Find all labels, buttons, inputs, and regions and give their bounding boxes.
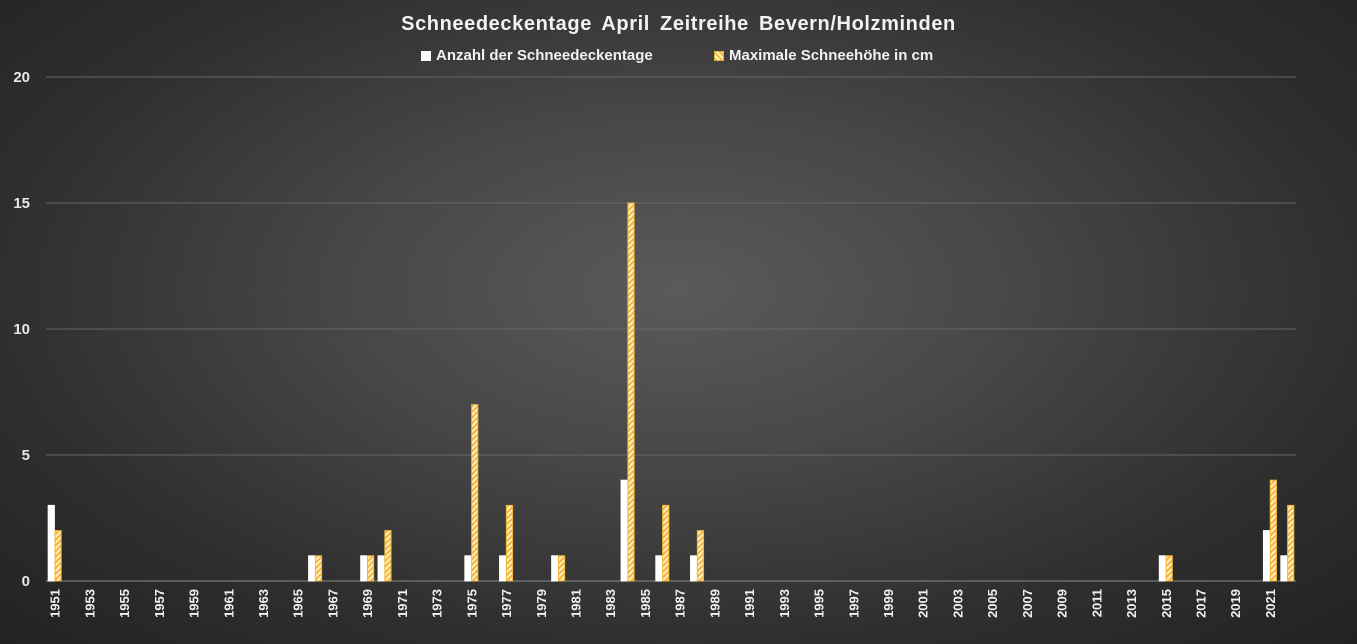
x-tick-label: 1975 (464, 589, 479, 618)
x-tick-label: 1961 (221, 589, 236, 618)
bar-schneedeckentage (620, 479, 628, 582)
y-tick-label: 20 (13, 69, 30, 86)
x-tick-label: 2019 (1228, 589, 1243, 618)
bar-schneehoehe (314, 555, 323, 582)
x-tick-label: 1989 (707, 589, 722, 618)
bar-schneehoehe (384, 530, 392, 582)
x-tick-label: 1957 (152, 589, 167, 618)
x-tick-label: 1963 (256, 589, 271, 618)
bar-schneedeckentage (308, 555, 316, 582)
x-tick-label: 1995 (812, 589, 827, 618)
x-tick-label: 1993 (777, 589, 792, 618)
bar-schneehoehe (366, 555, 375, 582)
y-tick-label: 15 (13, 195, 30, 212)
bars (47, 202, 1295, 582)
legend-swatch-yellow (714, 50, 724, 61)
bar-schneedeckentage (1280, 555, 1288, 582)
x-tick-label: 1985 (638, 589, 653, 618)
x-tick-label: 1983 (603, 589, 618, 618)
bar-schneedeckentage (47, 504, 55, 582)
x-tick-label: 1979 (534, 589, 549, 618)
x-tick-label: 1981 (569, 589, 584, 618)
bar-schneehoehe (1287, 504, 1295, 582)
chart-title: Schneedeckentage April Zeitreihe Bevern/… (401, 13, 956, 35)
legend-item-schneedeckentage: Anzahl der Schneedeckentage (421, 47, 653, 64)
x-tick-label: 2001 (916, 589, 931, 618)
legend-label: Maximale Schneehöhe in cm (729, 47, 934, 64)
gridlines (46, 76, 1296, 582)
bar-schneehoehe (505, 504, 514, 582)
bar-schneehoehe (662, 504, 670, 582)
x-tick-label: 1973 (430, 589, 445, 618)
legend-label: Anzahl der Schneedeckentage (436, 47, 653, 64)
x-tick-label: 2009 (1055, 589, 1070, 618)
x-tick-label: 1955 (117, 589, 132, 618)
x-tick-label: 2005 (985, 589, 1000, 618)
bar-schneedeckentage (551, 555, 559, 582)
bar-schneehoehe (471, 404, 479, 582)
y-tick-label: 10 (13, 321, 30, 338)
bar-schneedeckentage (1158, 555, 1166, 582)
bar-schneehoehe (696, 530, 705, 582)
legend: Anzahl der Schneedeckentage Maximale Sch… (0, 47, 1357, 67)
x-tick-label: 1959 (187, 589, 202, 618)
bar-schneehoehe (557, 555, 566, 582)
bar-schneehoehe (627, 202, 635, 582)
bar-schneedeckentage (377, 555, 385, 582)
bar-schneehoehe (1269, 479, 1277, 582)
legend-item-schneehoehe: Maximale Schneehöhe in cm (714, 47, 933, 64)
legend-swatch-white (421, 50, 431, 61)
x-tick-label: 1997 (846, 589, 861, 618)
x-tick-label: 2013 (1124, 589, 1139, 618)
bar-schneehoehe (1165, 555, 1173, 582)
x-tick-label: 1951 (48, 589, 63, 618)
y-axis-ticks: 0 5 10 15 20 (13, 69, 30, 590)
x-tick-label: 1971 (395, 589, 410, 618)
bar-schneedeckentage (1262, 530, 1271, 582)
x-tick-label: 1967 (325, 589, 340, 618)
bar-schneedeckentage (655, 555, 663, 582)
x-tick-label: 2003 (950, 589, 965, 618)
y-tick-label: 5 (22, 447, 30, 464)
y-tick-label: 0 (22, 573, 30, 590)
x-tick-label: 1987 (673, 589, 688, 618)
bar-schneehoehe (54, 530, 62, 582)
bar-schneedeckentage (360, 555, 368, 582)
bar-schneedeckentage (690, 555, 698, 582)
x-tick-label: 2015 (1159, 589, 1174, 618)
bar-schneedeckentage (464, 555, 472, 582)
x-tick-label: 2011 (1089, 589, 1104, 617)
x-tick-label: 1953 (82, 589, 97, 618)
x-tick-label: 2017 (1194, 589, 1209, 618)
x-tick-label: 1969 (360, 589, 375, 618)
x-tick-label: 1991 (742, 589, 757, 618)
x-axis-ticks: 1951 1953 1955 1957 1959 1961 1963 1965 1967 1969… (48, 589, 1278, 618)
x-tick-label: 2021 (1263, 589, 1278, 618)
x-tick-label: 1965 (291, 589, 306, 618)
bar-schneedeckentage (499, 555, 507, 582)
x-tick-label: 1999 (881, 589, 896, 618)
x-tick-label: 1977 (499, 589, 514, 618)
x-tick-label: 2007 (1020, 589, 1035, 618)
